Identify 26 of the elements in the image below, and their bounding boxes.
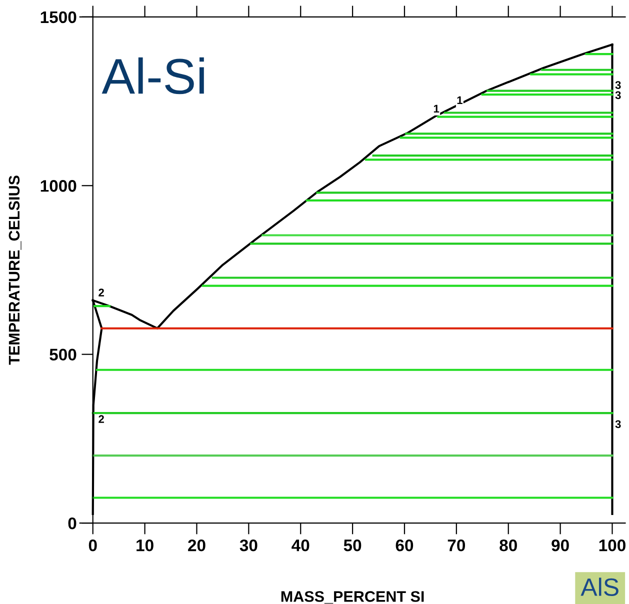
- annotation: 2: [98, 288, 104, 296]
- x-tick-label: 0: [88, 539, 97, 552]
- y-tick-label: 1000: [40, 180, 76, 192]
- x-tick-label: 50: [344, 539, 362, 552]
- x-tick-label: 70: [448, 539, 466, 552]
- y-tick-label: 500: [50, 348, 76, 361]
- x-tick-label: 80: [500, 539, 517, 552]
- annotation: 2: [98, 415, 104, 423]
- text: Al-Si: [102, 57, 204, 94]
- y-axis-title: TEMPERATURE_CELSIUS: [8, 176, 22, 365]
- x-tick-label: 20: [188, 539, 206, 552]
- annotation: 1: [457, 96, 462, 104]
- annotation: 3: [615, 91, 621, 100]
- annotation: 3: [615, 81, 621, 89]
- text: AlS: [580, 578, 618, 596]
- annotation: 3: [615, 420, 621, 428]
- x-tick-label: 60: [396, 539, 414, 552]
- y-tick-label: 0: [68, 517, 76, 530]
- x-tick-label: 10: [136, 539, 154, 552]
- annotation: 1: [434, 104, 440, 112]
- x-tick-label: 40: [292, 539, 310, 552]
- x-tick-label: 30: [240, 539, 258, 552]
- x-axis-title: MASS_PERCENT SI: [281, 591, 424, 604]
- y-tick-label: 1500: [40, 11, 76, 24]
- x-tick-label: 100: [599, 539, 626, 552]
- x-tick-label: 90: [552, 539, 569, 552]
